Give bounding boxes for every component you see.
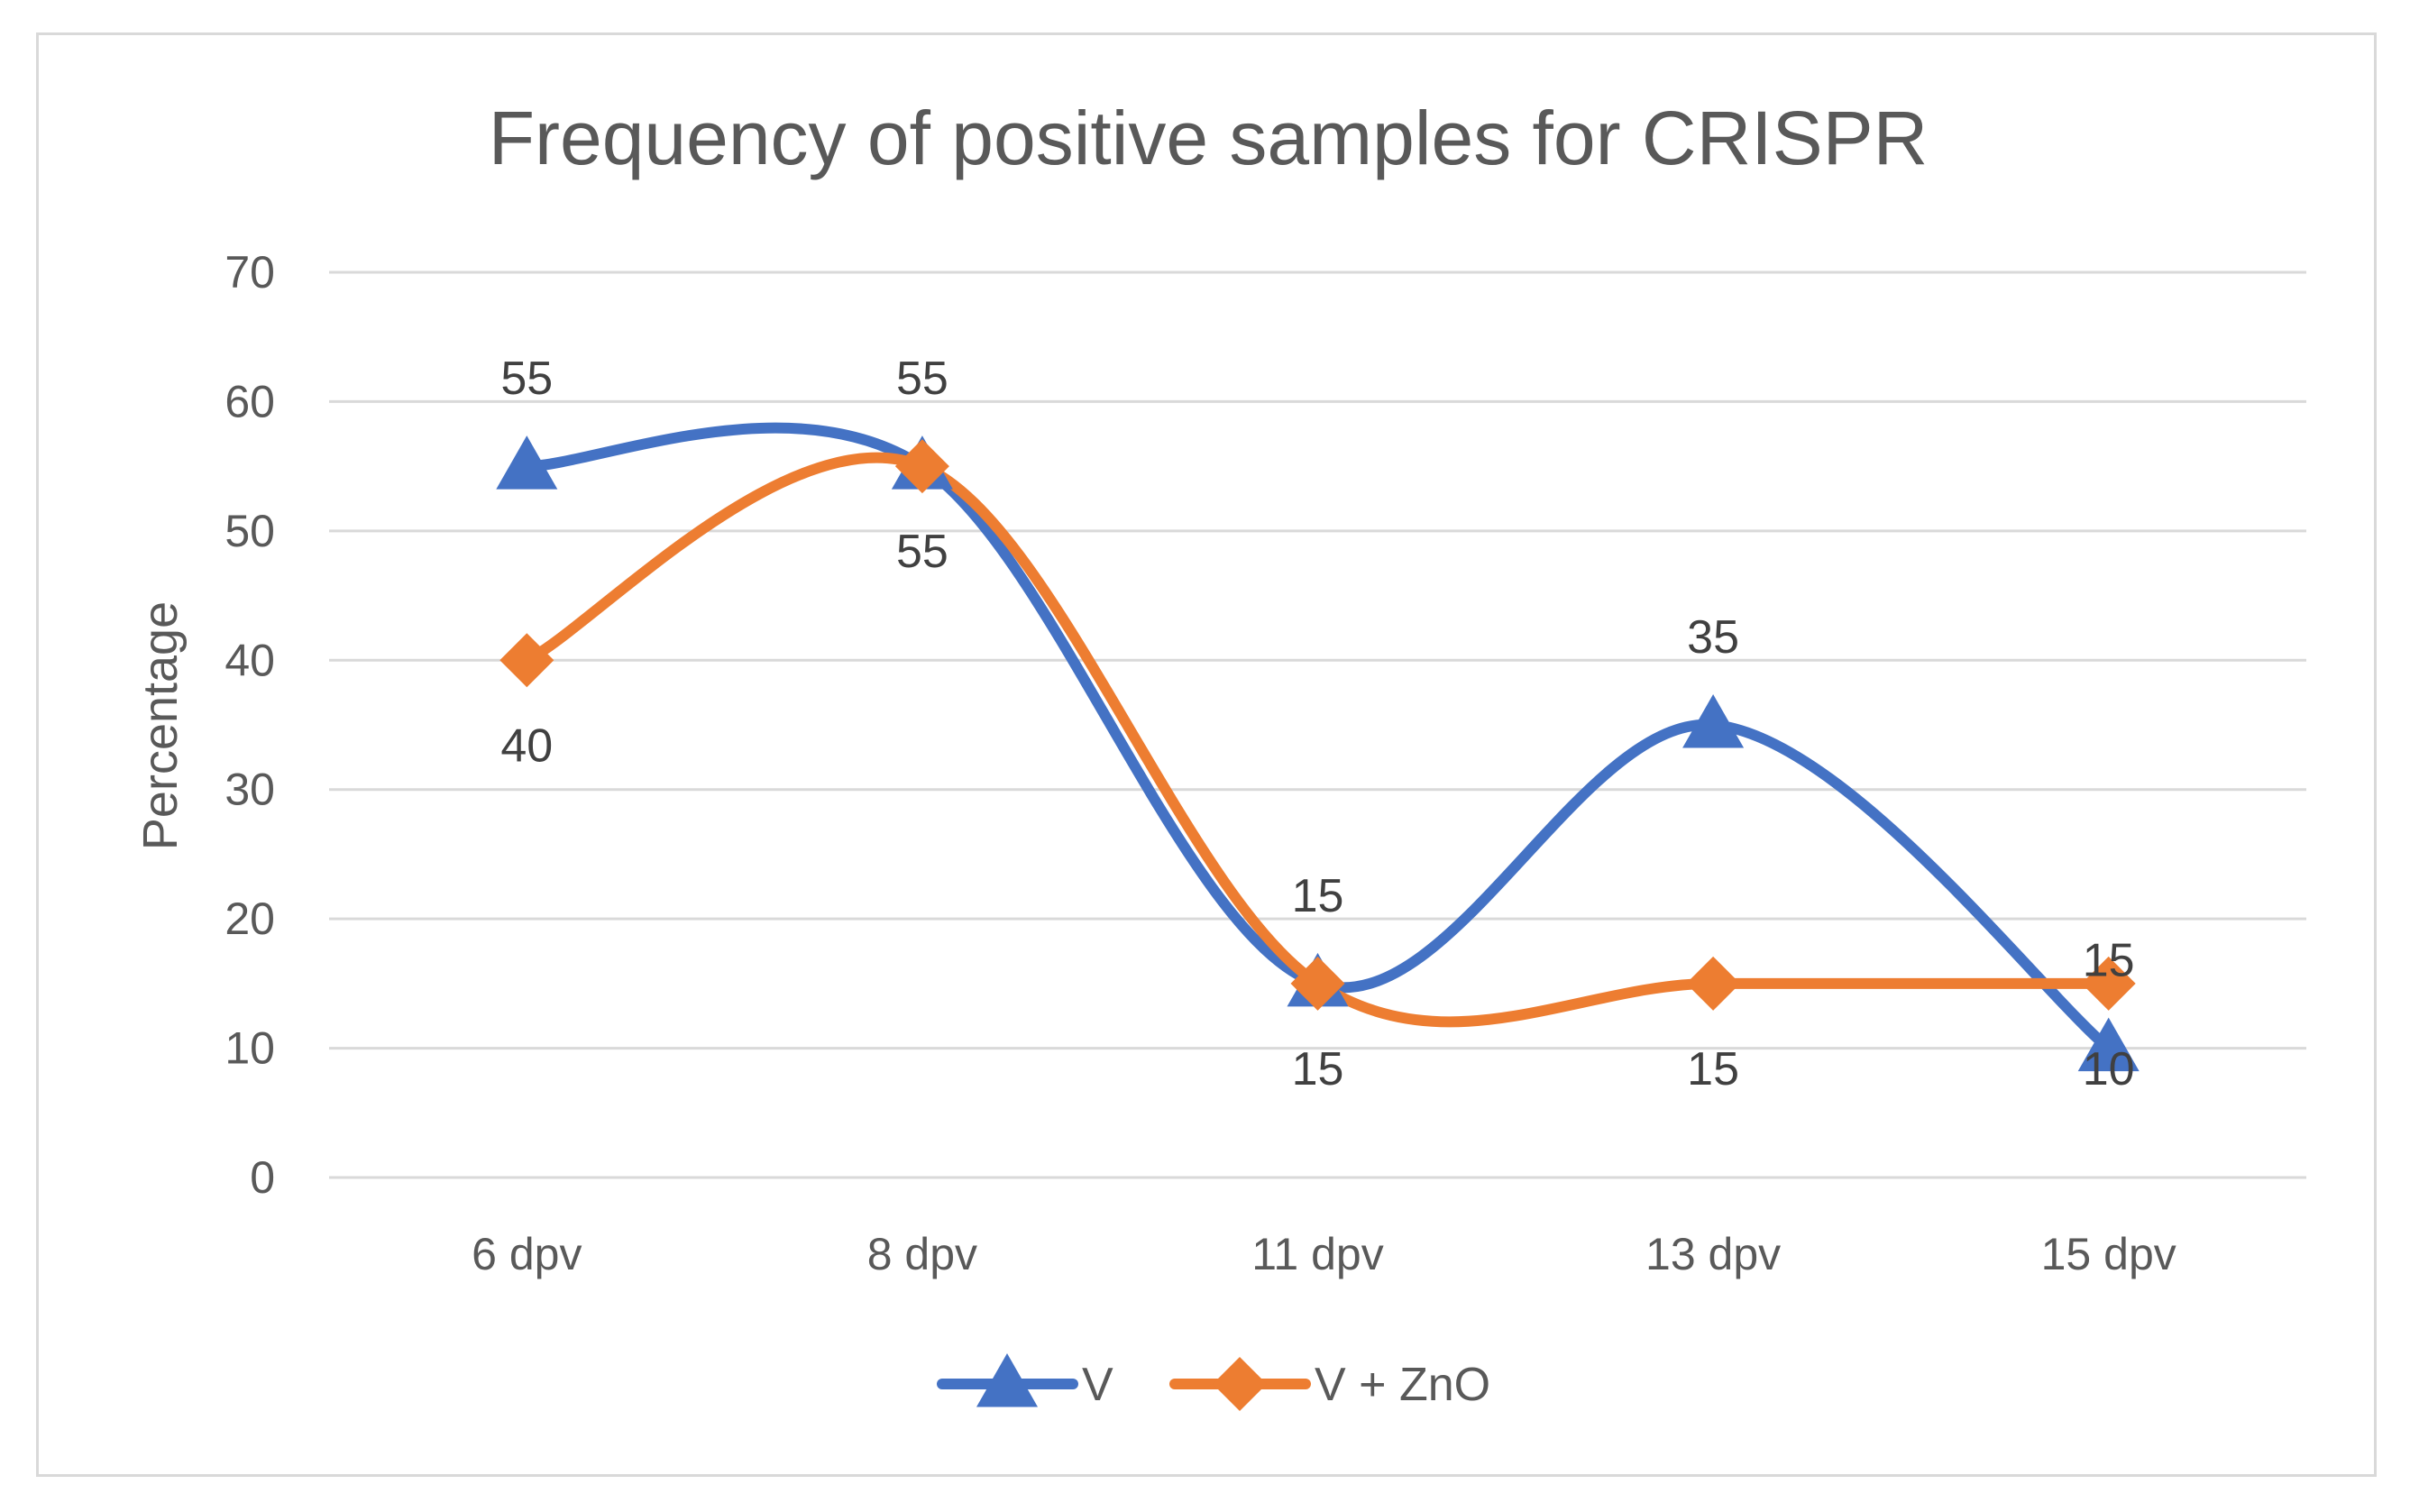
- legend-item: V: [937, 1353, 1113, 1411]
- data-point: [2077, 1017, 2140, 1072]
- legend-label: V: [1082, 1359, 1113, 1411]
- data-label: 15: [1687, 1043, 1739, 1095]
- legend: V V + ZnO: [937, 1353, 1490, 1411]
- data-point: [1686, 956, 1741, 1011]
- data-point: [894, 439, 949, 494]
- x-tick-label: 13 dpv: [1645, 1229, 1781, 1279]
- data-label: 55: [896, 353, 948, 405]
- data-point: [2081, 956, 2136, 1011]
- x-axis-ticks: 6 dpv 8 dpv 11 dpv 13 dpv 15 dpv: [472, 1229, 2176, 1279]
- y-tick-label: 0: [250, 1152, 275, 1203]
- y-tick-label: 20: [225, 893, 275, 944]
- y-tick-label: 50: [225, 506, 275, 556]
- x-tick-label: 11 dpv: [1251, 1229, 1383, 1279]
- data-label: 55: [896, 526, 948, 578]
- data-point: [496, 435, 558, 490]
- data-label: 55: [500, 353, 553, 405]
- data-point: [1682, 694, 1745, 748]
- legend-marker: [976, 1353, 1038, 1407]
- x-tick-label: 6 dpv: [472, 1229, 582, 1279]
- series-line-1: [521, 452, 2114, 1028]
- y-tick-label: 70: [225, 247, 275, 298]
- marker-layer: [496, 435, 2140, 1072]
- y-tick-label: 30: [225, 765, 275, 815]
- data-point: [499, 633, 554, 688]
- y-tick-label: 10: [225, 1023, 275, 1074]
- data-label: 15: [1292, 1043, 1344, 1095]
- data-point: [1290, 956, 1345, 1011]
- data-label: 40: [500, 719, 553, 772]
- data-label: 15: [1292, 870, 1344, 922]
- x-tick-label: 15 dpv: [2041, 1229, 2176, 1279]
- y-tick-label: 60: [225, 376, 275, 426]
- data-label: 10: [2083, 1043, 2135, 1095]
- x-tick-label: 8 dpv: [867, 1229, 977, 1279]
- legend-marker: [1213, 1357, 1267, 1411]
- data-label: 15: [2083, 935, 2135, 987]
- data-labels: 55 55 15 35 15 40 55 15 15 10: [500, 353, 2134, 1095]
- y-axis-label: Percentage: [133, 601, 188, 850]
- y-tick-label: 40: [225, 635, 275, 685]
- legend-label: V + ZnO: [1315, 1359, 1490, 1411]
- y-axis-ticks: 0 10 20 30 40 50 60 70: [225, 247, 275, 1203]
- chart-title: Frequency of positive samples for CRISPR: [489, 96, 1929, 180]
- legend-item: V + ZnO: [1169, 1357, 1490, 1411]
- gridlines: [329, 270, 2306, 1179]
- data-label: 35: [1687, 611, 1739, 664]
